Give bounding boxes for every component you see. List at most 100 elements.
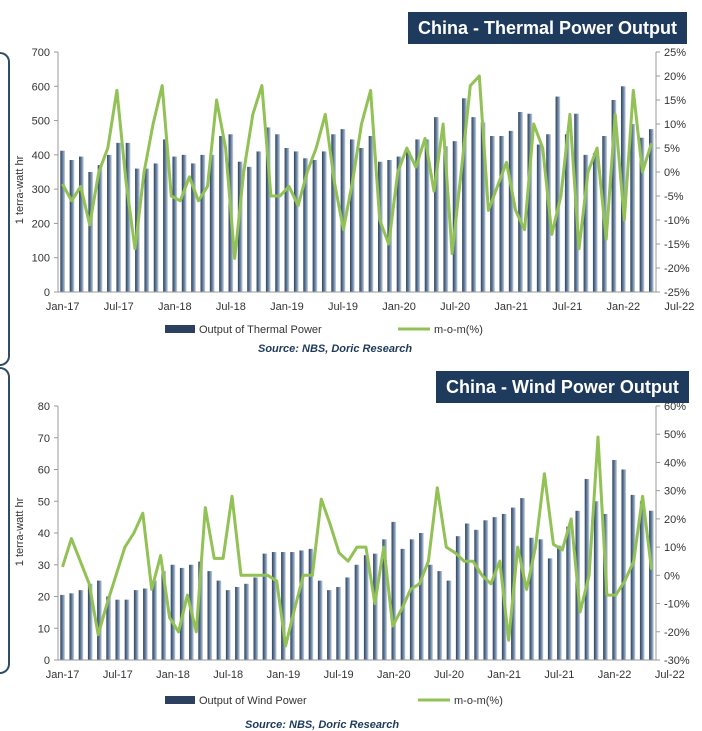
bar (465, 523, 470, 660)
chart1-y-axis-label: 1 terra-watt hr (14, 155, 26, 224)
bar (312, 160, 318, 292)
y-tick-label: 400 (32, 150, 50, 162)
bar (391, 521, 397, 660)
x-tick-label: Jul-20 (440, 301, 470, 313)
bar (284, 148, 290, 292)
bar (471, 117, 477, 293)
bar (181, 154, 187, 292)
y-tick-label: 80 (38, 401, 50, 413)
bar (219, 136, 224, 292)
bar (78, 590, 84, 660)
bar (336, 586, 341, 660)
bar (216, 580, 222, 660)
bar (639, 137, 645, 292)
y-tick-label: 0 (44, 287, 50, 299)
y2-tick-label: 25% (664, 47, 686, 59)
bar (281, 552, 286, 660)
bar (434, 117, 439, 293)
bar (428, 564, 433, 660)
bar (321, 151, 327, 292)
bar (363, 555, 369, 660)
chart2-legend-line-label: m-o-m(%) (454, 695, 503, 707)
bar (303, 158, 308, 292)
bar (69, 160, 75, 292)
bar (368, 136, 374, 292)
bar (649, 510, 654, 660)
y-tick-label: 20 (38, 592, 50, 604)
bar (200, 154, 206, 292)
bar (492, 517, 498, 660)
bar (520, 498, 525, 660)
bar (153, 163, 159, 292)
bar (508, 130, 514, 292)
x-tick-label: Jul-17 (104, 301, 134, 313)
bar (584, 479, 590, 660)
bar (557, 545, 562, 660)
y-tick-label: 60 (38, 465, 50, 477)
y2-tick-label: -30% (664, 655, 690, 667)
bar (97, 580, 102, 660)
y-tick-label: 300 (32, 184, 50, 196)
bar (373, 553, 378, 660)
y-tick-label: 700 (32, 47, 50, 59)
bar (648, 129, 654, 292)
bar (293, 151, 299, 292)
bar (483, 520, 489, 660)
chart2-legend-bar-label: Output of Wind Power (199, 695, 307, 707)
x-tick-label: Jul-21 (552, 301, 582, 313)
x-tick-label: Jan-18 (156, 669, 190, 681)
bar (406, 151, 411, 292)
bar (490, 136, 495, 292)
y-tick-label: 100 (32, 253, 50, 265)
x-tick-label: Jan-19 (270, 301, 304, 313)
x-tick-label: Jul-22 (664, 301, 694, 313)
bar (172, 156, 178, 292)
bar (87, 583, 93, 660)
bar (163, 139, 168, 292)
bar (256, 151, 262, 292)
y2-tick-label: 50% (664, 429, 686, 441)
bar (462, 98, 467, 293)
x-tick-label: Jul-19 (328, 301, 358, 313)
bar (474, 529, 479, 660)
bar (359, 148, 365, 292)
bar (124, 599, 130, 660)
bar (265, 127, 271, 292)
chart1-legend-bar-swatch (165, 325, 195, 333)
chart1-legend-line-label: m-o-m(%) (434, 324, 483, 336)
y-tick-label: 70 (38, 433, 50, 445)
bar (630, 494, 636, 660)
bar (209, 154, 215, 292)
bar (290, 552, 295, 660)
y-tick-label: 50 (38, 496, 50, 508)
bar (349, 139, 355, 292)
bar (317, 580, 323, 660)
bar (115, 599, 121, 660)
bar (106, 596, 111, 660)
x-tick-label: Jan-21 (494, 301, 528, 313)
bar (299, 550, 305, 660)
bar (378, 161, 383, 292)
chart1-legend-bar-label: Output of Thermal Power (199, 324, 322, 336)
bar (396, 156, 402, 292)
bar (345, 577, 351, 660)
bar (69, 593, 75, 660)
x-tick-label: Jan-17 (46, 669, 80, 681)
x-tick-label: Jan-22 (606, 301, 640, 313)
bar (237, 161, 243, 292)
y2-tick-label: 15% (664, 95, 686, 107)
bar (143, 588, 148, 660)
bar (620, 86, 626, 293)
bar (621, 469, 627, 660)
chart2-plot: 0 10 20 30 40 50 60 70 80 -30% -20% -10% 0% 10% 20% 30… (14, 401, 690, 707)
bar (409, 539, 415, 660)
bar (480, 122, 486, 293)
bar (170, 564, 176, 660)
chart1-title: China - Thermal Power Output (408, 12, 688, 44)
bar (152, 580, 157, 660)
y2-tick-label: -10% (664, 215, 690, 227)
bar (198, 561, 203, 660)
y2-tick-label: -5% (664, 191, 684, 203)
chart1-plot: 0 100 200 300 400 500 600 700 -25% -20% -15% -10% -… (14, 47, 694, 336)
x-tick-label: Jan-22 (598, 669, 632, 681)
